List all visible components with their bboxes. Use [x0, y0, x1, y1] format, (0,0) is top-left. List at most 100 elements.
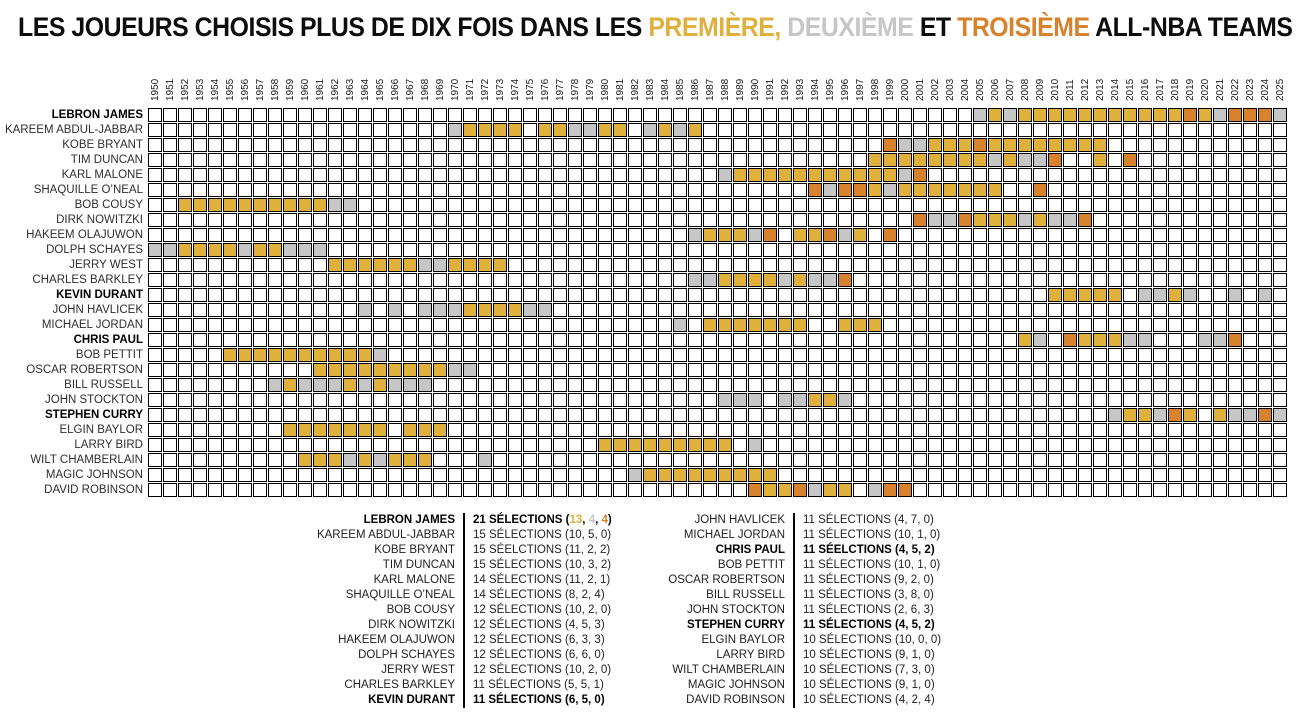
grid-cell: [1243, 453, 1257, 467]
grid-cell: [1153, 318, 1167, 332]
grid-cell: [988, 228, 1002, 242]
grid-cell: [163, 138, 177, 152]
grid-cell: [1258, 363, 1272, 377]
year-label: 1968: [420, 78, 431, 101]
grid-cell: [688, 108, 702, 122]
grid-cell: [193, 438, 207, 452]
grid-cell: [1123, 243, 1137, 257]
grid-cell: [538, 438, 552, 452]
grid-cell: [733, 153, 747, 167]
grid-cell: [928, 243, 942, 257]
stat-player-name: CHARLES BARKLEY: [344, 679, 455, 691]
grid-cell: [1033, 183, 1047, 197]
second-team-count: 4: [588, 514, 596, 526]
grid-cell: [673, 393, 687, 407]
grid-cell: [1048, 423, 1062, 437]
grid-cell: [733, 363, 747, 377]
grid-cell: [418, 438, 432, 452]
grid-cell: [613, 243, 627, 257]
grid-cell: [1003, 363, 1017, 377]
grid-cell: [298, 378, 312, 392]
year-label: 1994: [810, 78, 821, 101]
grid-cell: [538, 318, 552, 332]
grid-cell: [778, 393, 792, 407]
grid-cell: [508, 423, 522, 437]
grid-cell: [223, 333, 237, 347]
grid-cell: [388, 243, 402, 257]
year-label: 2001: [915, 78, 926, 101]
grid-cell: [628, 318, 642, 332]
grid-cell: [1183, 333, 1197, 347]
grid-cell: [853, 108, 867, 122]
grid-cell: [823, 273, 837, 287]
grid-cell: [838, 138, 852, 152]
grid-cell: [928, 258, 942, 272]
player-name: OSCAR ROBERTSON: [26, 364, 143, 376]
grid-cell: [628, 393, 642, 407]
grid-cell: [823, 318, 837, 332]
grid-cell: [328, 423, 342, 437]
grid-cell: [1018, 378, 1032, 392]
grid-cell: [628, 123, 642, 137]
year-label: 1987: [705, 78, 716, 101]
grid-cell: [628, 228, 642, 242]
grid-cell: [718, 438, 732, 452]
grid-cell: [628, 288, 642, 302]
grid-cell: [928, 408, 942, 422]
grid-cell: [1183, 303, 1197, 317]
player-name: STEPHEN CURRY: [45, 409, 143, 421]
grid-cell: [1093, 138, 1107, 152]
grid-cell: [733, 273, 747, 287]
stat-player-name: HAKEEM OLAJUWON: [338, 634, 455, 646]
grid-cell: [928, 378, 942, 392]
grid-cell: [193, 378, 207, 392]
grid-cell: [388, 213, 402, 227]
stat-line: CHRIS PAUL 11 SÉELCTIONS (4, 5, 2): [555, 543, 941, 558]
grid-cell: [538, 198, 552, 212]
year-label: 1952: [180, 78, 191, 101]
grid-cell: [523, 213, 537, 227]
grid-cell: [1138, 168, 1152, 182]
grid-cell: [688, 183, 702, 197]
grid-cell: [1213, 183, 1227, 197]
grid-cell: [388, 303, 402, 317]
grid-cell: [238, 453, 252, 467]
grid-cell: [1273, 468, 1287, 482]
grid-cell: [658, 108, 672, 122]
stat-selection-count: 11 SÉLECTIONS (2, 6, 3): [793, 603, 934, 618]
grid-cell: [868, 168, 882, 182]
grid-cell: [358, 168, 372, 182]
grid-cell: [1108, 348, 1122, 362]
grid-cell: [628, 468, 642, 482]
grid-cell: [928, 348, 942, 362]
grid-cell: [1273, 483, 1287, 497]
grid-cell: [1198, 318, 1212, 332]
grid-cell: [478, 438, 492, 452]
grid-cell: [148, 438, 162, 452]
grid-cell: [1138, 333, 1152, 347]
grid-cell: [253, 483, 267, 497]
grid-cell: [223, 348, 237, 362]
grid-cell: [943, 468, 957, 482]
grid-cell: [253, 258, 267, 272]
grid-cell: [1228, 213, 1242, 227]
grid-cell: [868, 108, 882, 122]
grid-cell: [193, 453, 207, 467]
grid-cell: [1108, 243, 1122, 257]
grid-cell: [433, 168, 447, 182]
grid-cell: [733, 438, 747, 452]
year-label: 1976: [540, 78, 551, 101]
grid-cell: [178, 198, 192, 212]
grid-cell: [913, 228, 927, 242]
grid-cell: [898, 198, 912, 212]
grid-cell: [508, 183, 522, 197]
grid-cell: [478, 228, 492, 242]
grid-cell: [688, 453, 702, 467]
grid-cell: [283, 243, 297, 257]
grid-cell: [283, 123, 297, 137]
grid-cell: [523, 183, 537, 197]
grid-cell: [193, 468, 207, 482]
grid-cell: [928, 468, 942, 482]
stat-line: KOBE BRYANT 15 SÉELCTIONS (11, 2, 2): [170, 543, 612, 558]
year-label: 1975: [525, 78, 536, 101]
